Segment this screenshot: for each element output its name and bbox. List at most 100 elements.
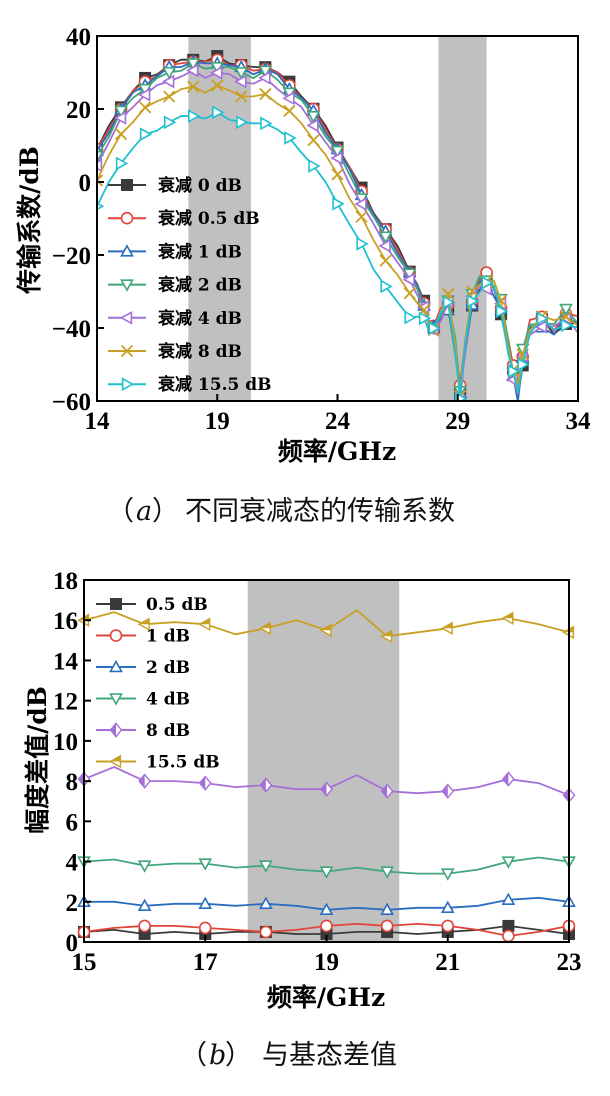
chart-b-point-3 [198,858,213,871]
chart-b-point-2 [319,902,334,916]
chart-a-point-4 [306,118,319,133]
chart-b-y-tick-label: 6 [66,809,79,836]
chart-b-point-2 [380,902,394,916]
chart-b-point-3 [501,856,516,869]
chart-b-x-tick-label: 15 [72,949,97,976]
chart-a-y-tick-label: 40 [66,24,91,51]
chart-b-legend-label-2: 2 dB [146,658,190,678]
chart-b-y-tick-label: 0 [66,930,79,957]
chart-a-legend-label-0: 衰减 0 dB [157,175,242,196]
chart-a-point-3 [306,111,321,124]
chart-a-x-tick-label: 24 [325,408,351,435]
chart-b-point-1 [380,919,394,933]
chart-a-point-6 [418,311,432,326]
chart-a-point-6 [428,321,441,336]
chart-a-legend-marker-6 [121,377,135,392]
chart-b-legend-marker-4 [109,722,123,738]
chart-b-point-5 [258,621,271,635]
chart-a-point-5 [114,127,128,141]
chart-a-point-5 [97,174,104,187]
chart-b-legend-marker-3 [109,693,123,706]
chart-b-point-1 [259,925,273,939]
chart-b-legend: 0.5 dB 1 dB 2 dB 4 dB 8 dB 15.5 dB [96,595,220,773]
caption-b-text: 与基态差值 [262,1040,397,1071]
chart-b-y-tick-label: 12 [53,689,78,716]
chart-b-legend-label-4: 8 dB [146,721,190,741]
chart-a-point-5 [331,168,344,181]
chart-a-point-5 [211,79,224,92]
chart-b-point-5 [137,617,150,631]
chart-b-y-axis-label: 幅度差值/dB [23,686,52,834]
chart-a-legend-label-2: 衰减 1 dB [157,241,242,262]
chart-a-point-3 [162,67,177,80]
chart-b-point-4 [441,783,455,799]
chart-b-point-2 [198,896,213,909]
chart-a-point-4 [282,91,295,106]
chart-b-point-1 [198,921,212,935]
chart-b-point-1 [320,919,333,933]
chart-a-x-axis-label: 频率/GHz [278,437,396,466]
chart-b-point-5 [380,629,393,644]
chart-a-point-4 [186,63,199,78]
chart-b-y-tick-label: 4 [66,850,79,877]
caption-a-open-paren: （ [107,496,134,527]
chart-b-legend-marker-1 [109,629,123,642]
chart-a-point-6 [481,275,494,290]
chart-b-point-2 [259,896,273,909]
chart-a-point-5 [466,285,479,298]
chart-a-point-6 [284,131,297,145]
transmission-coefficient-chart: 14 19 24 29 34 −60 −40 −20 0 20 40 衰减 0 dB 衰减 0.5 d… [15,24,591,466]
chart-b-x-tick-label: 17 [193,949,218,976]
chart-a-point-3 [114,105,128,119]
chart-a-point-5 [187,80,200,93]
chart-a-legend: 衰减 0 dB 衰减 0.5 dB 衰减 1 dB 衰减 2 dB 衰减 4 dB 衰减 … [108,175,272,395]
chart-a-x-tick-label: 14 [85,408,111,435]
chart-b-point-5 [501,611,514,625]
chart-b-point-4 [198,775,212,791]
chart-b-point-4 [380,783,394,799]
chart-a-y-tick-label: −20 [52,243,91,270]
chart-a-point-3 [186,58,201,71]
chart-a-point-5 [307,134,320,147]
chart-a-point-4 [137,87,151,102]
chart-b-point-2 [501,892,516,905]
chart-a-point-6 [517,357,530,372]
caption-b-letter: b [209,1040,226,1071]
chart-b-point-3 [380,866,394,879]
chart-a-point-6 [507,364,521,379]
chart-a-point-3 [559,303,573,317]
chart-a-point-5 [163,90,176,103]
chart-a-x-tick-label: 19 [205,408,230,435]
chart-b-legend-marker-0 [110,598,122,610]
caption-b-close-paren: ） [225,1040,252,1071]
chart-a-y-tick-label: 20 [66,97,91,124]
chart-a-shaded-band-2 [438,36,487,401]
chart-b-point-3 [259,860,273,873]
chart-a-point-6 [188,109,201,123]
chart-a-point-6 [308,159,321,173]
chart-a-legend-label-3: 衰减 2 dB [157,275,242,296]
chart-a-legend-marker-5 [120,344,134,358]
chart-a-point-6 [236,115,249,130]
chart-a-point-4 [162,74,175,89]
caption-b: （ b ） 与基态差值 [0,1030,610,1080]
chart-a-point-6 [495,304,509,319]
chart-a-point-3 [97,150,104,164]
chart-a-point-3 [330,145,345,159]
chart-b-point-4 [138,773,152,789]
chart-a-legend-marker-2 [120,244,134,257]
chart-a-point-3 [258,65,273,78]
chart-a-point-6 [139,127,153,142]
chart-a-point-4 [210,65,223,80]
chart-b-point-5 [319,623,332,637]
chart-a-point-6 [560,318,574,333]
chart-b-shaded-band-1 [247,580,400,942]
chart-b-y-tick-label: 14 [53,648,79,675]
chart-b-legend-marker-5 [109,754,122,769]
chart-b-legend-marker-2 [109,659,123,673]
chart-b-y-tick-label: 2 [66,890,79,917]
chart-b-legend-label-1: 1 dB [146,627,190,647]
chart-a-legend-label-6: 衰减 15.5 dB [157,374,272,395]
chart-a-point-4 [402,272,415,287]
caption-a: （ a ） 不同衰减态的传输系数 [0,486,610,536]
